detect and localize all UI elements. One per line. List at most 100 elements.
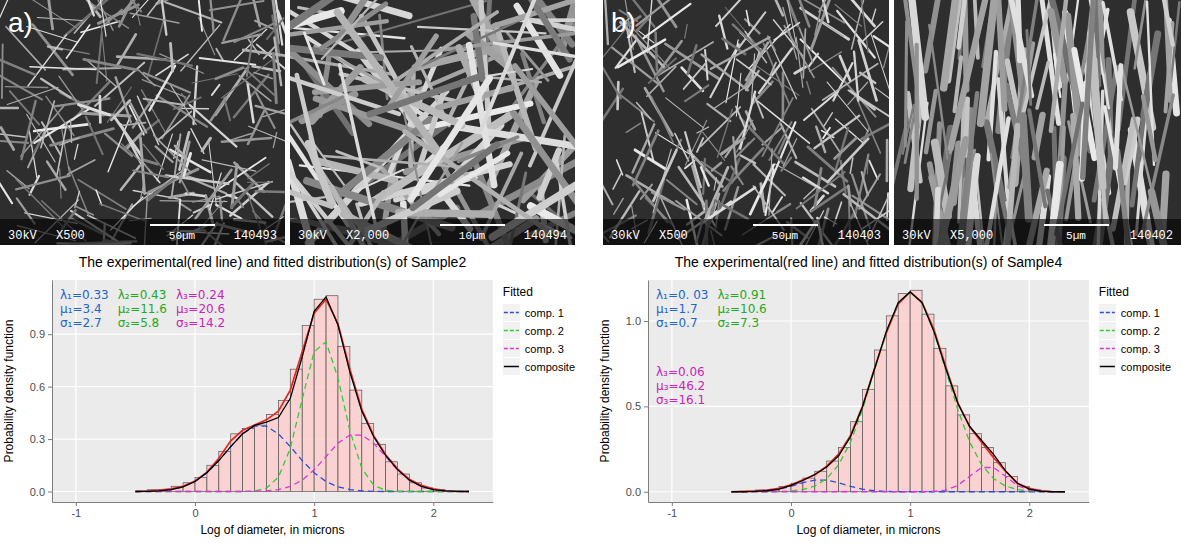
- texture-needle: [157, 95, 207, 126]
- texture-needle: [33, 142, 39, 153]
- texture-needle: [626, 123, 640, 132]
- legend-key: [503, 304, 520, 321]
- texture-needle: [158, 112, 192, 141]
- sem-voltage: 30kV: [298, 229, 328, 243]
- texture-needle: [100, 204, 146, 222]
- texture-needle: [1027, 30, 1031, 104]
- sem-magnification: X5,000: [950, 229, 993, 243]
- histogram-bar: [922, 314, 934, 492]
- axis-line: [53, 502, 494, 503]
- texture-needle: [701, 167, 709, 185]
- tick: -1: [71, 502, 81, 519]
- texture-needle: [66, 25, 89, 58]
- texture-needle: [769, 149, 772, 216]
- texture-needle: [60, 169, 61, 198]
- texture-needle: [872, 9, 876, 21]
- figure: 30kVX50050µm14049330kVX2,00010µm14049430…: [0, 0, 1181, 545]
- texture-needle: [783, 139, 796, 166]
- grid-line-x: [1029, 280, 1030, 502]
- texture-needle: [824, 113, 832, 126]
- texture-needle: [74, 144, 77, 159]
- texture-needle: [635, 150, 666, 169]
- tick-mark: [195, 502, 196, 506]
- texture-needle: [290, 183, 332, 207]
- fitted-line: [135, 426, 469, 491]
- texture-needle: [84, 59, 137, 69]
- texture-needle: [835, 4, 861, 26]
- micrograph: 30kVX50050µm140403: [583, 0, 907, 267]
- tick-mark: [48, 334, 52, 335]
- texture-needle: [854, 52, 858, 101]
- texture-needle: [816, 127, 825, 152]
- legend-swatch: [1100, 348, 1115, 350]
- histogram-bar: [1005, 476, 1017, 491]
- legend: Fittedcomp. 1comp. 2comp. 3composite: [503, 285, 575, 375]
- texture-needle: [789, 0, 845, 23]
- texture-needle: [137, 54, 191, 66]
- texture-needle: [840, 56, 850, 80]
- histogram-bar: [255, 425, 267, 491]
- texture-needle: [147, 0, 162, 16]
- tick-label: 0: [192, 507, 198, 519]
- texture-needle: [995, 0, 1005, 109]
- grid-line-y: [52, 386, 493, 387]
- tick-mark: [76, 502, 77, 506]
- legend-key: [1099, 322, 1116, 339]
- texture-needle: [28, 35, 66, 86]
- texture-needle: [1143, 96, 1155, 160]
- texture-needle: [245, 69, 274, 96]
- histogram-bar: [934, 348, 946, 491]
- texture-needle: [812, 109, 840, 152]
- tick-label: -1: [667, 507, 677, 519]
- chart-title: The experimental(red line) and fitted di…: [675, 254, 1063, 270]
- sem-scale: 5µm: [1066, 230, 1086, 242]
- texture-needle: [824, 24, 843, 37]
- texture-needle: [199, 1, 202, 31]
- texture-needle: [667, 180, 697, 204]
- chart: Fittedcomp. 1comp. 2comp. 3compositeThe …: [598, 254, 1171, 537]
- legend-label: composite: [525, 361, 575, 373]
- sem-voltage: 30kV: [611, 229, 641, 243]
- texture-needle: [685, 85, 708, 101]
- legend-swatch: [504, 330, 519, 332]
- fitted-line: [731, 292, 1065, 492]
- texture-needle: [97, 33, 102, 83]
- texture-needle: [254, 72, 272, 78]
- fitted-line: [135, 297, 469, 492]
- texture-needle: [297, 75, 319, 170]
- annotation-text: λ₂=0.91: [718, 288, 767, 302]
- tick: -1: [667, 502, 677, 519]
- texture-needle: [51, 129, 114, 146]
- legend-label: comp. 1: [525, 307, 564, 319]
- texture-needle: [143, 144, 163, 169]
- texture-needle: [656, 41, 682, 76]
- annotation-text: μ₃=20.6: [176, 302, 225, 316]
- tick-mark: [644, 321, 648, 322]
- texture-needle: [248, 182, 273, 183]
- tick-mark: [48, 492, 52, 493]
- texture-needle: [290, 0, 335, 26]
- micrograph: 30kVX50050µm140493: [0, 0, 309, 267]
- texture-needle: [915, 45, 919, 199]
- legend-swatch: [1100, 366, 1115, 368]
- texture-needle: [0, 140, 28, 143]
- texture-needle: [643, 4, 690, 38]
- texture-needle: [812, 187, 847, 211]
- texture-needle: [75, 191, 79, 207]
- histogram-bar: [290, 369, 302, 491]
- legend-key: [503, 340, 520, 357]
- legend-key: [1099, 340, 1116, 357]
- texture-needle: [68, 160, 95, 174]
- legend-swatch: [504, 312, 519, 314]
- texture-needle: [776, 0, 783, 15]
- texture-needle: [418, 27, 546, 33]
- texture-needle: [1037, 63, 1048, 108]
- tick-label: 1: [312, 507, 318, 519]
- texture-needle: [741, 155, 755, 163]
- annotation-text: μ₁=1.7: [656, 302, 698, 316]
- texture-needle: [158, 0, 166, 35]
- texture-needle: [249, 126, 285, 149]
- texture-needle: [210, 1, 264, 10]
- texture-needle: [803, 29, 805, 78]
- texture-needle: [166, 176, 228, 184]
